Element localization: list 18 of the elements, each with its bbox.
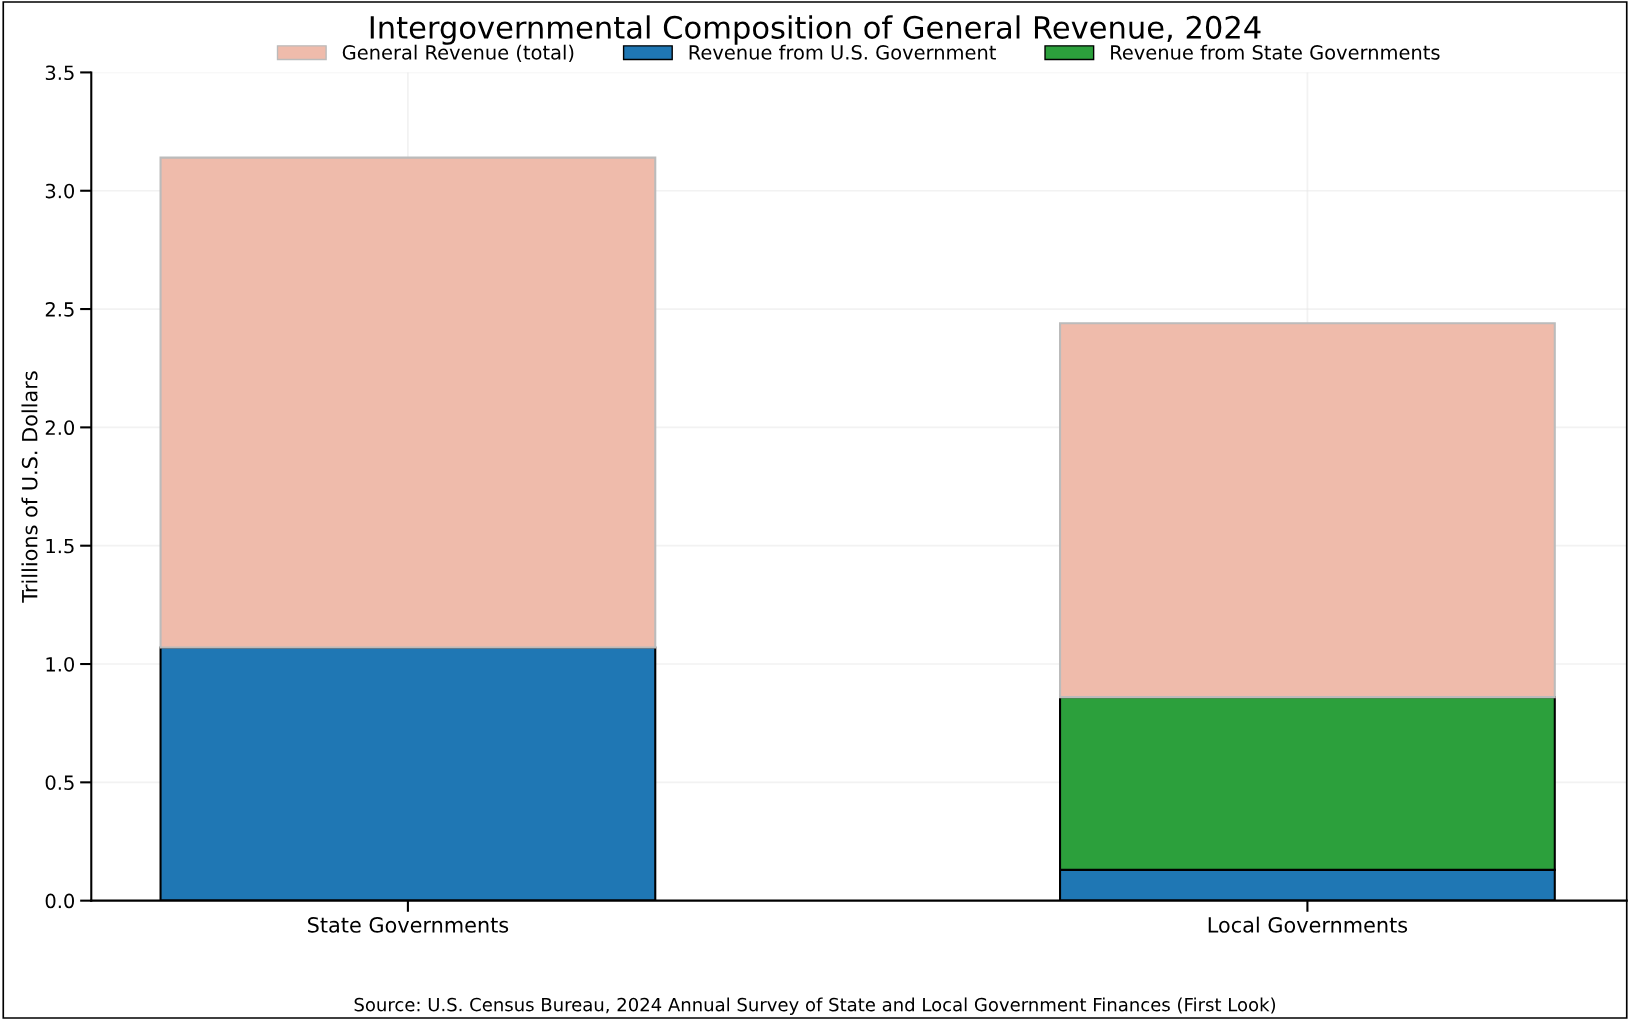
legend-label: Revenue from State Governments xyxy=(1111,44,1440,60)
bar xyxy=(159,156,657,649)
x-tick-label: Local Governments xyxy=(1208,916,1408,933)
bar xyxy=(1059,322,1556,699)
y-axis-title: Trillions of U.S. Dollars xyxy=(21,371,38,603)
y-tick-label: 3.0 xyxy=(45,183,75,199)
y-tick-label: 2.5 xyxy=(45,302,74,317)
y-tick-label: 1.0 xyxy=(46,656,75,672)
legend-label: Revenue from U.S. Government xyxy=(689,44,996,60)
y-tick-label: 2.0 xyxy=(45,420,75,436)
y-tick-label: 1.5 xyxy=(46,538,74,554)
legend-label: General Revenue (total) xyxy=(342,44,574,63)
chart-title: Intergovernmental Composition of General Revenue, 2024 xyxy=(370,15,1261,45)
y-tick-label: 3.5 xyxy=(45,65,74,81)
source-note: Source: U.S. Census Bureau, 2024 Annual Survey of State and Local Government Finances (First Look) xyxy=(354,997,1276,1015)
y-tick-label: 0.0 xyxy=(45,893,75,909)
y-tick-label: 0.5 xyxy=(45,775,74,790)
x-tick-label: State Governments xyxy=(308,917,509,933)
